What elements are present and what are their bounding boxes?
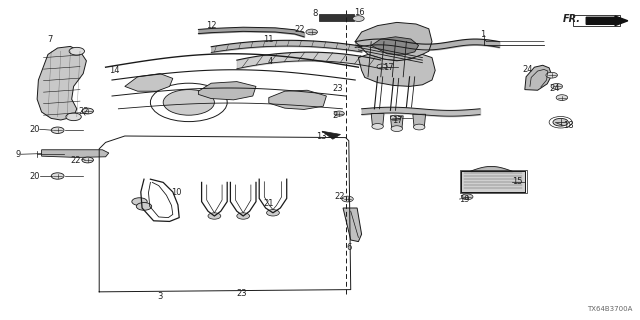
Polygon shape xyxy=(355,22,432,61)
Text: 12: 12 xyxy=(206,21,216,30)
Circle shape xyxy=(237,213,250,219)
Text: 15: 15 xyxy=(512,177,522,186)
Circle shape xyxy=(377,64,387,69)
Text: 1: 1 xyxy=(481,30,486,39)
Text: 6: 6 xyxy=(347,243,352,252)
Text: 23: 23 xyxy=(237,289,247,298)
Text: 20: 20 xyxy=(29,125,40,134)
Polygon shape xyxy=(198,82,256,100)
Circle shape xyxy=(546,72,557,78)
Polygon shape xyxy=(413,114,426,127)
Polygon shape xyxy=(125,74,173,91)
Text: 19: 19 xyxy=(460,195,470,204)
Text: 11: 11 xyxy=(264,35,274,44)
Circle shape xyxy=(51,127,64,133)
Polygon shape xyxy=(358,54,435,86)
Polygon shape xyxy=(343,208,362,242)
Text: 21: 21 xyxy=(264,199,274,208)
Circle shape xyxy=(390,115,401,120)
Polygon shape xyxy=(371,37,419,55)
Text: 22: 22 xyxy=(334,192,344,201)
Polygon shape xyxy=(269,90,326,109)
Text: 13: 13 xyxy=(316,132,326,141)
Polygon shape xyxy=(322,131,340,139)
Text: 22: 22 xyxy=(70,156,81,164)
Bar xyxy=(573,15,620,26)
Circle shape xyxy=(413,124,425,130)
Circle shape xyxy=(82,108,93,114)
Text: 20: 20 xyxy=(29,172,40,180)
Text: 18: 18 xyxy=(563,121,574,130)
Text: 17: 17 xyxy=(392,116,403,124)
Text: 23: 23 xyxy=(333,84,343,93)
Text: 10: 10 xyxy=(171,188,181,197)
Polygon shape xyxy=(525,65,552,90)
Text: 7: 7 xyxy=(47,35,52,44)
Circle shape xyxy=(556,95,568,100)
Circle shape xyxy=(51,173,64,179)
Text: 3: 3 xyxy=(157,292,163,301)
Circle shape xyxy=(69,47,84,55)
Circle shape xyxy=(334,111,344,116)
Text: 14: 14 xyxy=(109,66,119,75)
Text: 8: 8 xyxy=(312,9,317,18)
Circle shape xyxy=(267,210,279,216)
Circle shape xyxy=(372,124,383,129)
Bar xyxy=(461,171,525,192)
Text: 2: 2 xyxy=(333,111,338,120)
Circle shape xyxy=(461,194,473,200)
Polygon shape xyxy=(42,150,109,157)
Circle shape xyxy=(136,203,152,210)
Text: 22: 22 xyxy=(78,107,88,116)
Text: 9: 9 xyxy=(16,150,21,159)
Text: 24: 24 xyxy=(522,65,532,74)
Circle shape xyxy=(82,157,93,163)
Polygon shape xyxy=(390,116,403,129)
Bar xyxy=(460,170,527,193)
Circle shape xyxy=(342,196,353,202)
Circle shape xyxy=(551,84,563,89)
Text: 24: 24 xyxy=(549,84,559,93)
Bar xyxy=(319,14,354,21)
Circle shape xyxy=(208,213,221,219)
Polygon shape xyxy=(371,114,384,126)
Circle shape xyxy=(391,126,403,132)
Circle shape xyxy=(353,16,364,21)
Bar xyxy=(461,171,525,192)
Circle shape xyxy=(132,198,147,205)
Circle shape xyxy=(66,113,81,121)
Text: 22: 22 xyxy=(294,25,305,34)
Circle shape xyxy=(163,90,214,115)
Text: TX64B3700A: TX64B3700A xyxy=(587,306,632,312)
Text: 4: 4 xyxy=(268,57,273,66)
Circle shape xyxy=(306,29,317,35)
Text: 16: 16 xyxy=(354,8,365,17)
FancyArrow shape xyxy=(586,16,628,26)
Polygon shape xyxy=(37,46,86,120)
Text: FR.: FR. xyxy=(563,14,581,24)
Text: 17: 17 xyxy=(383,63,394,72)
Circle shape xyxy=(553,118,568,126)
